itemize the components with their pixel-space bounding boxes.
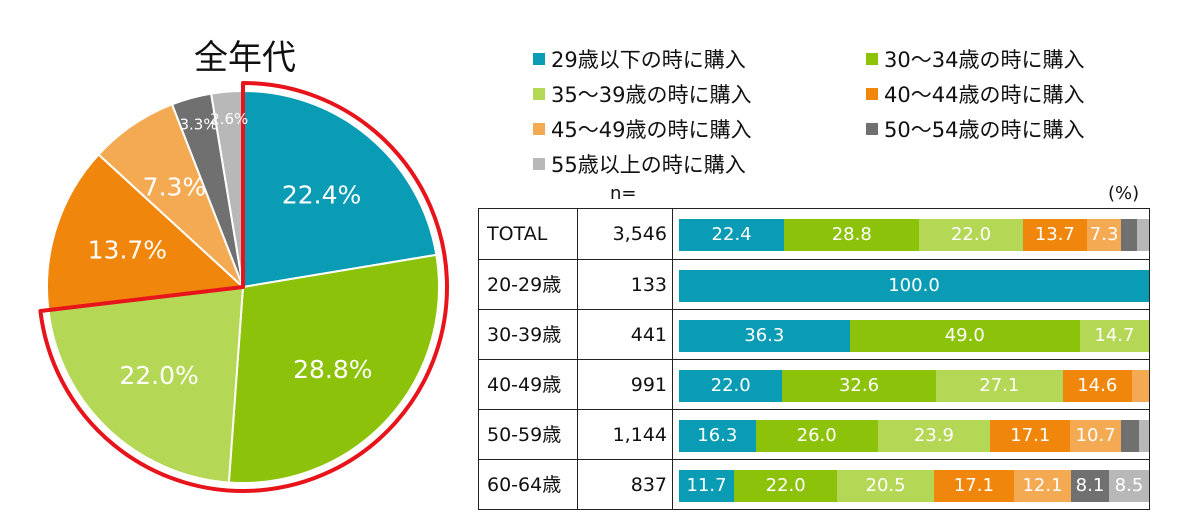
bar-segment: 13.7 bbox=[1022, 219, 1087, 251]
legend-label: 40〜44歳の時に購入 bbox=[884, 83, 1085, 107]
legend-swatch bbox=[533, 53, 545, 65]
pie-slice-label: 22.0% bbox=[119, 361, 198, 390]
legend-swatch bbox=[866, 88, 878, 100]
bar-segment: 17.1 bbox=[990, 420, 1071, 452]
bar-segment bbox=[1131, 370, 1149, 402]
bar-segment: 20.5 bbox=[837, 470, 934, 502]
legend-swatch bbox=[533, 88, 545, 100]
legend-label: 55歳以上の時に購入 bbox=[551, 153, 746, 177]
unit-label: (%) bbox=[1108, 183, 1140, 204]
bar-segment: 32.6 bbox=[782, 370, 936, 402]
table-row: 20-29歳 133 100.0 bbox=[479, 259, 1149, 310]
row-label: 40-49歳 bbox=[487, 374, 562, 396]
bar-segment: 10.7 bbox=[1070, 420, 1121, 452]
bar-segment bbox=[1136, 219, 1149, 251]
bar-segment: 12.1 bbox=[1014, 470, 1071, 502]
legend-swatch bbox=[866, 53, 878, 65]
bar-segment: 23.9 bbox=[877, 420, 991, 452]
row-label: 30-39歳 bbox=[487, 324, 562, 346]
stacked-bar: 100.0 bbox=[679, 270, 1149, 302]
legend-swatch bbox=[866, 123, 878, 135]
stacked-bar: 22.0 32.6 27.1 14.6 bbox=[679, 370, 1149, 402]
table-row: TOTAL 3,546 22.4 28.8 22.0 13.7 7.3 bbox=[479, 209, 1149, 259]
legend-label: 35〜39歳の時に購入 bbox=[551, 83, 752, 107]
bar-segment bbox=[1120, 420, 1140, 452]
bar-segment: 17.1 bbox=[933, 470, 1015, 502]
row-n: 837 bbox=[630, 474, 667, 496]
legend-label: 29歳以下の時に購入 bbox=[551, 48, 746, 72]
n-header: n= bbox=[610, 183, 637, 204]
pie-slice-label: 7.3% bbox=[143, 173, 207, 202]
bar-segment: 26.0 bbox=[755, 420, 878, 452]
bar-segment: 7.3 bbox=[1086, 219, 1122, 251]
pie-slice bbox=[46, 153, 246, 312]
stacked-bar: 36.3 49.0 14.7 bbox=[679, 320, 1149, 352]
highlight-outline bbox=[38, 81, 449, 493]
row-label: TOTAL bbox=[487, 223, 548, 245]
stacked-bar: 16.3 26.0 23.9 17.1 10.7 bbox=[679, 420, 1149, 452]
row-n: 1,144 bbox=[612, 424, 667, 446]
bar-segment: 100.0 bbox=[679, 270, 1149, 302]
legend-item: 30〜34歳の時に購入 bbox=[866, 44, 1084, 74]
table-row: 40-49歳 991 22.0 32.6 27.1 14.6 bbox=[479, 359, 1149, 410]
stacked-bar-table: TOTAL 3,546 22.4 28.8 22.0 13.7 7.3 20-29歳 133 10… bbox=[478, 208, 1150, 510]
bar-segment: 14.7 bbox=[1079, 320, 1149, 352]
bar-segment: 28.8 bbox=[784, 219, 920, 251]
legend-item: 45〜49歳の時に購入 bbox=[533, 114, 751, 144]
bar-segment bbox=[1121, 219, 1137, 251]
bar-segment: 36.3 bbox=[679, 320, 850, 352]
row-label: 20-29歳 bbox=[487, 274, 562, 296]
pie-slice-label: 13.7% bbox=[88, 236, 167, 265]
bar-segment: 8.1 bbox=[1070, 470, 1109, 502]
pie-slice-label: 3.3% bbox=[180, 115, 218, 133]
legend-item: 50〜54歳の時に購入 bbox=[866, 114, 1084, 144]
legend-item: 29歳以下の時に購入 bbox=[533, 44, 746, 74]
row-n: 3,546 bbox=[612, 223, 667, 245]
pie-slice bbox=[47, 285, 245, 484]
pie-slice bbox=[242, 89, 438, 289]
row-label: 50-59歳 bbox=[487, 424, 562, 446]
row-n: 441 bbox=[630, 324, 667, 346]
bar-segment: 22.0 bbox=[919, 219, 1023, 251]
row-n: 133 bbox=[630, 274, 667, 296]
stacked-bar: 22.4 28.8 22.0 13.7 7.3 bbox=[679, 219, 1149, 251]
legend-swatch bbox=[533, 158, 545, 170]
row-label: 60-64歳 bbox=[487, 474, 562, 496]
legend-item: 40〜44歳の時に購入 bbox=[866, 79, 1084, 109]
bar-segment: 8.5 bbox=[1109, 470, 1149, 502]
table-row: 30-39歳 441 36.3 49.0 14.7 bbox=[479, 309, 1149, 360]
stacked-bar: 11.7 22.0 20.5 17.1 12.1 8.1 8.5 bbox=[679, 470, 1149, 502]
pie-slice-label: 28.8% bbox=[293, 355, 372, 384]
bar-segment: 22.4 bbox=[679, 219, 785, 251]
pie-slice-label: 22.4% bbox=[282, 180, 361, 209]
bar-segment: 27.1 bbox=[935, 370, 1063, 402]
row-n: 991 bbox=[630, 374, 667, 396]
bar-segment: 11.7 bbox=[679, 470, 734, 502]
legend-label: 30〜34歳の時に購入 bbox=[884, 48, 1085, 72]
legend-label: 45〜49歳の時に購入 bbox=[551, 118, 752, 142]
pie-chart: 22.4% 28.8% 22.0% 13.7% 7.3% 3.3%2.6% bbox=[38, 81, 449, 493]
table-row: 50-59歳 1,144 16.3 26.0 23.9 17.1 10.7 bbox=[479, 409, 1149, 460]
bar-segment: 49.0 bbox=[849, 320, 1080, 352]
pie-slice bbox=[227, 253, 440, 484]
bar-segment: 14.6 bbox=[1062, 370, 1132, 402]
legend-item: 35〜39歳の時に購入 bbox=[533, 79, 751, 109]
pie-title: 全年代 bbox=[194, 38, 296, 78]
bar-segment bbox=[1139, 420, 1149, 452]
table-row: 60-64歳 837 11.7 22.0 20.5 17.1 12.1 8.1 8.5 bbox=[479, 459, 1149, 510]
legend-label: 50〜54歳の時に購入 bbox=[884, 118, 1085, 142]
legend-item: 55歳以上の時に購入 bbox=[533, 149, 746, 179]
bar-segment: 16.3 bbox=[679, 420, 756, 452]
bar-segment: 22.0 bbox=[679, 370, 783, 402]
legend-swatch bbox=[533, 123, 545, 135]
bar-segment: 22.0 bbox=[733, 470, 838, 502]
pie-slice-label: 2.6% bbox=[210, 110, 248, 128]
